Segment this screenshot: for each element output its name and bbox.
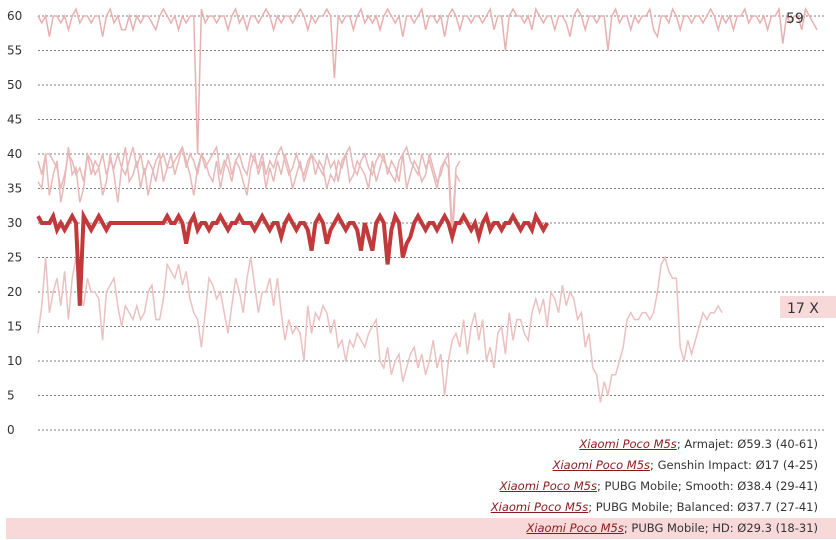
legend-device-link[interactable]: Xiaomi Poco M5s bbox=[579, 437, 677, 451]
legend-device-link[interactable]: Xiaomi Poco M5s bbox=[499, 479, 597, 493]
legend-detail: ; Genshin Impact: Ø17 (4-25) bbox=[650, 458, 818, 472]
legend-item-pubg-smooth[interactable]: Xiaomi Poco M5s; PUBG Mobile; Smooth: Ø3… bbox=[0, 476, 836, 497]
series-line-genshin-impact[interactable] bbox=[37, 255, 723, 403]
legend-detail: ; PUBG Mobile; Smooth: Ø38.4 (29-41) bbox=[597, 479, 818, 493]
legend-item-armajet[interactable]: Xiaomi Poco M5s; Armajet: Ø59.3 (40-61) bbox=[0, 434, 836, 455]
series-line-pubg-mobile-balanced[interactable] bbox=[37, 145, 461, 244]
y-axis-ticks: 0 5 10 15 20 25 30 35 40 45 50 55 60 bbox=[7, 9, 22, 437]
legend-item-pubg-hd[interactable]: Xiaomi Poco M5s; PUBG Mobile; HD: Ø29.3 … bbox=[6, 518, 836, 539]
legend-device-link[interactable]: Xiaomi Poco M5s bbox=[552, 458, 651, 472]
series-line-armajet[interactable] bbox=[37, 6, 818, 155]
legend-device-link[interactable]: Xiaomi Poco M5s bbox=[490, 500, 589, 514]
legend: Xiaomi Poco M5s; Armajet: Ø59.3 (40-61) … bbox=[0, 434, 836, 539]
series-line-pubg-mobile-hd[interactable] bbox=[36, 208, 549, 306]
fps-line-chart: 0 5 10 15 20 25 30 35 40 45 50 55 60 59 17 X bbox=[7, 6, 836, 437]
y-tick-label: 40 bbox=[7, 147, 22, 161]
y-tick-label: 50 bbox=[7, 78, 22, 92]
edge-label-middle-bg bbox=[780, 296, 836, 318]
edge-label-middle: 17 X bbox=[787, 301, 819, 317]
y-tick-label: 35 bbox=[7, 182, 22, 196]
y-tick-label: 10 bbox=[7, 354, 22, 368]
y-tick-label: 5 bbox=[7, 389, 15, 403]
y-tick-label: 0 bbox=[7, 423, 15, 437]
y-tick-label: 20 bbox=[7, 285, 22, 299]
y-tick-label: 15 bbox=[7, 320, 22, 334]
legend-detail: ; PUBG Mobile; HD: Ø29.3 (18-31) bbox=[623, 521, 818, 535]
legend-item-genshin[interactable]: Xiaomi Poco M5s; Genshin Impact: Ø17 (4-… bbox=[0, 455, 836, 476]
legend-device-link[interactable]: Xiaomi Poco M5s bbox=[526, 521, 624, 535]
legend-detail: ; Armajet: Ø59.3 (40-61) bbox=[676, 437, 818, 451]
edge-label-top: 59 bbox=[786, 11, 804, 27]
y-tick-label: 45 bbox=[7, 113, 22, 127]
legend-item-pubg-balanced[interactable]: Xiaomi Poco M5s; PUBG Mobile; Balanced: … bbox=[0, 497, 836, 518]
series-lines bbox=[36, 6, 818, 403]
y-tick-label: 30 bbox=[7, 216, 22, 230]
legend-detail: ; PUBG Mobile; Balanced: Ø37.7 (27-41) bbox=[588, 500, 818, 514]
y-tick-label: 25 bbox=[7, 251, 22, 265]
y-tick-label: 55 bbox=[7, 44, 22, 58]
y-tick-label: 60 bbox=[7, 9, 22, 23]
